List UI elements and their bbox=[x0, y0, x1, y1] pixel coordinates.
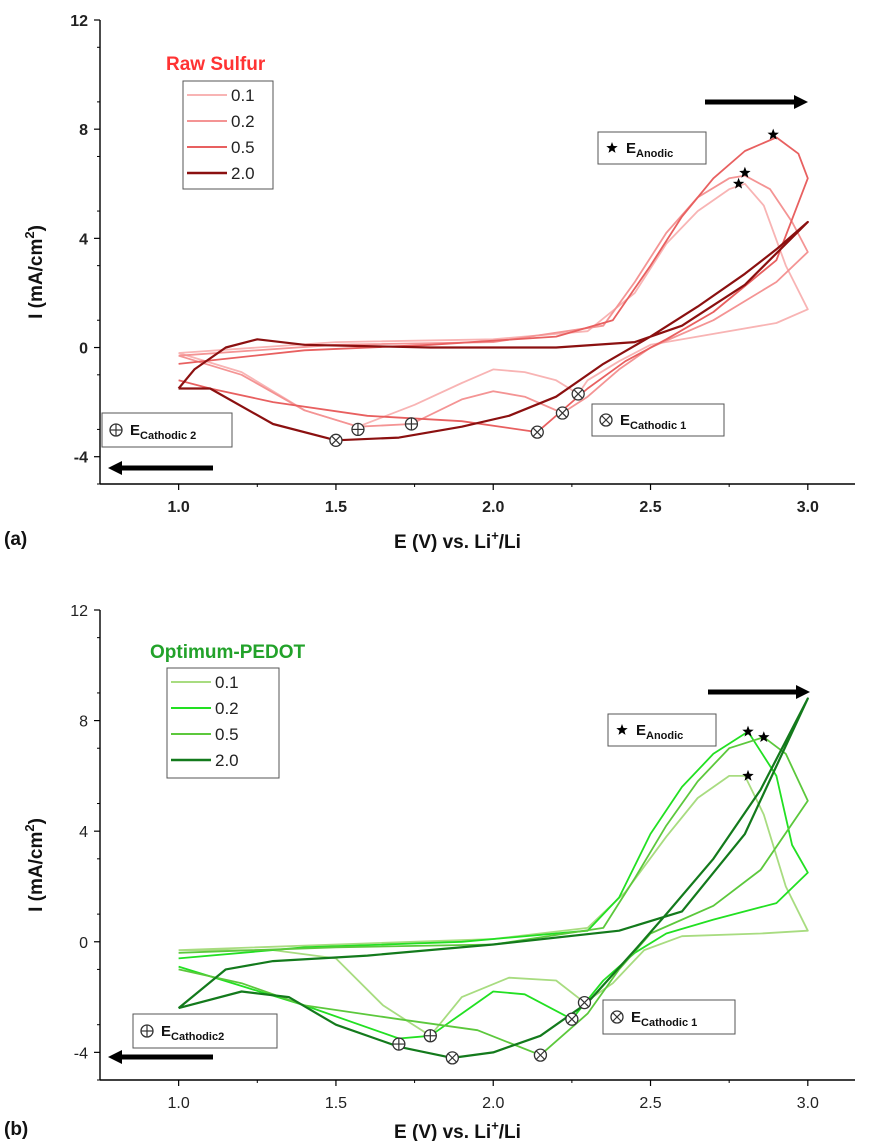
anodic-peak-marker bbox=[742, 769, 754, 781]
x-tick-label: 1.0 bbox=[168, 499, 190, 516]
y-tick-label: -4 bbox=[74, 450, 88, 467]
otimes-cross bbox=[573, 389, 583, 399]
x-tick-label: 1.5 bbox=[325, 1095, 347, 1112]
x-tick-label: 2.0 bbox=[482, 1095, 504, 1112]
cathodic1-peak-marker bbox=[533, 1048, 548, 1062]
legend-title: Raw Sulfur bbox=[166, 54, 266, 75]
marker-legend-box bbox=[607, 713, 717, 747]
legend-entry: 0.2 bbox=[215, 699, 239, 718]
x-tick-label: 3.0 bbox=[797, 1095, 819, 1112]
marker-legend-label: ECathodic 1 bbox=[620, 412, 686, 432]
marker-legend-anodic: EAnodic bbox=[597, 131, 707, 165]
x-tick-label: 2.5 bbox=[639, 1095, 661, 1112]
legend-entry: 0.1 bbox=[215, 673, 239, 692]
y-tick-label: 8 bbox=[79, 714, 88, 731]
otimes-cross bbox=[612, 1012, 622, 1022]
y-tick-label: 4 bbox=[79, 231, 88, 248]
cathodic1-peak-marker bbox=[577, 995, 592, 1010]
legend-title: Optimum-PEDOT bbox=[150, 642, 306, 663]
series-line-0-5 bbox=[178, 136, 809, 433]
y-axis-label: I (mA/cm2) bbox=[22, 818, 47, 912]
y-axis-label: I (mA/cm2) bbox=[22, 225, 47, 319]
cathodic2-peak-marker bbox=[404, 417, 419, 431]
y-tick-label: -4 bbox=[74, 1045, 88, 1062]
marker-legend-box bbox=[597, 131, 707, 165]
marker-legend-cathodic2: ECathodic2 bbox=[132, 1013, 278, 1049]
y-tick-label: 4 bbox=[79, 824, 88, 841]
otimes-cross bbox=[567, 1014, 577, 1024]
x-tick-label: 3.0 bbox=[797, 499, 819, 516]
legend-entry: 2.0 bbox=[215, 751, 239, 770]
scan-arrow-right-head bbox=[794, 95, 808, 109]
star-icon bbox=[616, 724, 628, 735]
otimes-cross bbox=[447, 1053, 457, 1063]
marker-legend-cathodic1: ECathodic 1 bbox=[602, 999, 736, 1035]
marker-legend-label: ECathodic2 bbox=[161, 1023, 224, 1043]
panel-label: (a) bbox=[4, 529, 27, 550]
cathodic2-peak-marker bbox=[351, 422, 365, 437]
x-tick-label: 1.5 bbox=[325, 499, 347, 516]
x-tick-label: 2.0 bbox=[482, 499, 504, 516]
y-tick-label: 0 bbox=[79, 341, 88, 358]
series-line-2-0 bbox=[177, 220, 809, 442]
series-line-0-2 bbox=[178, 174, 809, 428]
anodic-peak-marker bbox=[739, 166, 751, 178]
series-line-0-5 bbox=[178, 736, 809, 1056]
scan-arrow-left-head bbox=[108, 461, 122, 475]
cathodic1-peak-marker bbox=[571, 387, 585, 401]
otimes-cross bbox=[580, 998, 589, 1008]
marker-legend-cathodic2: ECathodic 2 bbox=[101, 412, 233, 448]
scan-arrow-left-head bbox=[108, 1050, 122, 1064]
y-tick-label: 12 bbox=[70, 603, 88, 620]
anodic-peak-marker bbox=[742, 725, 754, 737]
marker-legend-anodic: EAnodic bbox=[607, 713, 717, 747]
x-axis-label: E (V) vs. Li+/Li bbox=[394, 528, 521, 553]
y-tick-label: 12 bbox=[70, 13, 88, 30]
panel-label: (b) bbox=[4, 1119, 28, 1140]
legend-entry: 0.1 bbox=[231, 86, 255, 105]
otimes-cross bbox=[601, 415, 611, 425]
chart-panel-a: -4 0 4 8 12 1.0 1.5 2.0 2.5 3.0 E (V) vs. Li+/Li I … bbox=[4, 13, 855, 553]
anodic-peak-marker bbox=[732, 177, 745, 189]
anodic-peak-marker bbox=[767, 128, 779, 140]
cathodic1-peak-marker bbox=[445, 1051, 459, 1065]
marker-legend-cathodic1: ECathodic 1 bbox=[591, 403, 725, 437]
legend-entry: 2.0 bbox=[231, 164, 255, 183]
cathodic1-peak-marker bbox=[555, 406, 570, 420]
marker-legend-label: ECathodic 2 bbox=[130, 422, 196, 442]
otimes-cross bbox=[532, 427, 542, 437]
legend-entry: 0.2 bbox=[231, 112, 255, 131]
otimes-cross bbox=[331, 435, 341, 445]
legend-entry: 0.5 bbox=[215, 725, 239, 744]
x-tick-label: 1.0 bbox=[168, 1095, 190, 1112]
marker-legend-label: EAnodic bbox=[636, 722, 683, 742]
star-icon bbox=[606, 142, 618, 153]
legend-box bbox=[182, 80, 274, 190]
otimes-cross bbox=[558, 408, 567, 418]
anodic-peak-marker bbox=[758, 731, 770, 742]
marker-legend-label: EAnodic bbox=[626, 140, 673, 160]
chart-panel-b: -4 0 4 8 12 1.0 1.5 2.0 2.5 3.0 E (V) vs. Li+/Li I … bbox=[4, 603, 855, 1143]
cathodic1-peak-marker bbox=[530, 425, 544, 439]
x-tick-label: 2.5 bbox=[639, 499, 661, 516]
marker-legend-box bbox=[591, 403, 725, 437]
cathodic2-peak-marker bbox=[392, 1037, 406, 1051]
cathodic1-peak-marker bbox=[565, 1012, 579, 1026]
marker-legend-box bbox=[132, 1013, 278, 1049]
series-line-2-0 bbox=[177, 697, 809, 1059]
otimes-cross bbox=[535, 1050, 545, 1060]
x-axis-label: E (V) vs. Li+/Li bbox=[394, 1118, 521, 1141]
y-tick-label: 8 bbox=[79, 122, 88, 139]
y-tick-label: 0 bbox=[79, 935, 88, 952]
marker-legend-label: ECathodic 1 bbox=[631, 1009, 697, 1029]
scan-arrow-right-head bbox=[796, 685, 810, 699]
series-line-0-1 bbox=[178, 182, 809, 428]
marker-legend-box bbox=[101, 412, 233, 448]
cathodic1-peak-marker bbox=[329, 433, 343, 447]
cathodic2-peak-marker bbox=[423, 1029, 437, 1043]
marker-legend-box bbox=[602, 999, 736, 1035]
legend-entry: 0.5 bbox=[231, 138, 255, 157]
